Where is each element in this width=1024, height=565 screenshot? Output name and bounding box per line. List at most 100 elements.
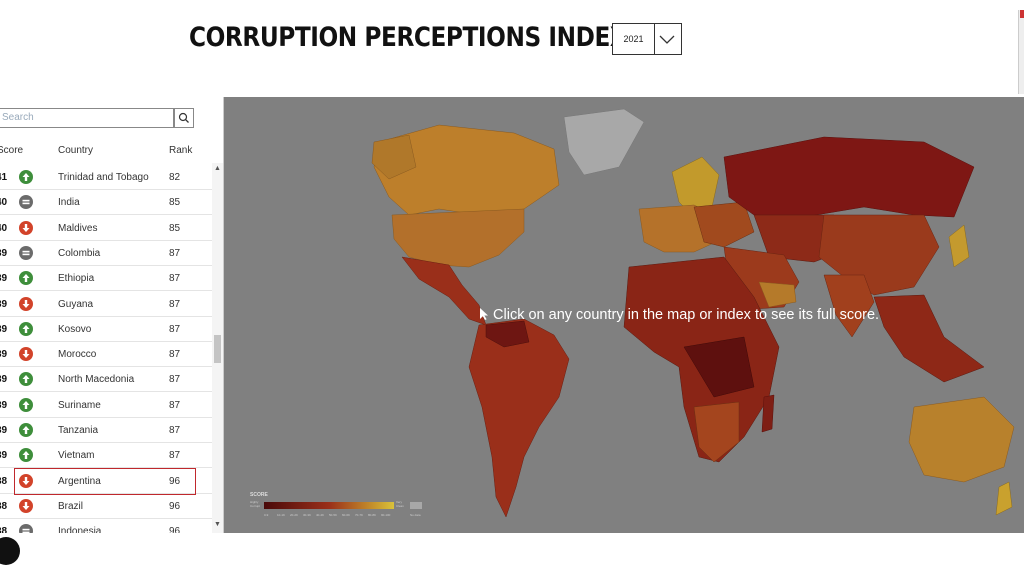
column-header-country[interactable]: Country	[58, 145, 94, 156]
row-rank: 87	[169, 323, 181, 335]
legend-tick: 90-100	[381, 513, 391, 517]
scrollbar-thumb[interactable]	[214, 335, 221, 363]
search-button[interactable]	[174, 108, 194, 128]
table-row[interactable]: 40 India 85	[0, 190, 212, 216]
row-country: Morocco	[58, 349, 97, 361]
row-rank: 85	[169, 222, 181, 234]
trend-down-icon	[19, 296, 33, 311]
column-header-score[interactable]: Score	[0, 145, 24, 156]
table-row[interactable]: 39 Vietnam 87	[0, 443, 212, 469]
table-row[interactable]: 40 Maldives 85	[0, 216, 212, 241]
world-map[interactable]: Click on any country in the map or index…	[224, 97, 1024, 533]
legend-tick: 20-29	[290, 513, 298, 517]
map-region-russia	[723, 136, 975, 218]
page-title: CORRUPTION PERCEPTIONS INDEX	[189, 22, 628, 53]
trend-up-icon	[19, 372, 33, 387]
trend-down-icon	[19, 498, 33, 513]
search-input[interactable]: Search	[0, 108, 174, 128]
table-row[interactable]: 39 Guyana 87	[0, 292, 212, 317]
map-region-venezuela	[485, 320, 530, 348]
row-country: Brazil	[58, 500, 84, 512]
row-score: 38	[0, 500, 8, 512]
map-region-eastern-europe	[693, 201, 755, 248]
row-rank: 87	[169, 349, 181, 361]
row-country: Vietnam	[58, 450, 95, 462]
row-country: Ethiopia	[58, 273, 95, 285]
table-row[interactable]: 39 Ethiopia 87	[0, 266, 212, 292]
row-rank: 87	[169, 298, 181, 310]
map-instruction: Click on any country in the map or index…	[479, 307, 879, 323]
table-row[interactable]: 39 Suriname 87	[0, 393, 212, 418]
row-country: India	[58, 197, 80, 209]
legend-tick: 40-49	[316, 513, 324, 517]
row-country: Kosovo	[58, 323, 92, 335]
table-row[interactable]: 39 Colombia 87	[0, 241, 212, 266]
row-score: 40	[0, 197, 8, 209]
column-header-rank[interactable]: Rank	[169, 145, 193, 156]
row-country: Indonesia	[58, 526, 102, 533]
trend-up-icon	[19, 170, 33, 184]
legend-left-label: Highly Corrupt	[250, 500, 261, 508]
map-region-mexico	[401, 256, 487, 326]
legend-right-label: Very Clean	[396, 500, 404, 508]
row-rank: 96	[169, 475, 181, 487]
row-score: 39	[0, 374, 8, 386]
page-bottom-strip	[0, 533, 1024, 545]
map-instruction-text: Click on any country in the map or index…	[493, 307, 880, 323]
trend-down-icon	[19, 473, 33, 488]
legend-tick: 60-69	[342, 513, 350, 517]
map-region-central-africa	[683, 336, 755, 398]
row-country: Suriname	[58, 399, 101, 411]
row-country: North Macedonia	[58, 374, 135, 386]
row-country: Trinidad and Tobago	[58, 172, 149, 183]
world-map-graphic[interactable]	[224, 97, 1024, 533]
year-dropdown[interactable]: 2021	[612, 23, 682, 55]
table-row[interactable]: 39 Kosovo 87	[0, 317, 212, 342]
row-score: 39	[0, 399, 8, 411]
row-rank: 87	[169, 399, 181, 411]
map-region-south-america	[468, 318, 570, 518]
selected-row-highlight	[14, 468, 196, 495]
row-score: 40	[0, 222, 8, 234]
row-score: 38	[0, 475, 8, 487]
year-dropdown-value: 2021	[613, 24, 655, 54]
chevron-down-icon[interactable]	[659, 33, 675, 45]
row-country: Argentina	[58, 475, 101, 487]
map-region-alaska	[371, 134, 417, 180]
legend-tick: 70-79	[355, 513, 363, 517]
map-region-usa	[391, 208, 525, 268]
trend-up-icon	[19, 423, 33, 437]
table-row[interactable]: 41 Trinidad and Tobago 82	[0, 165, 212, 190]
scroll-up-icon[interactable]: ▲	[214, 165, 221, 172]
row-score: 39	[0, 298, 8, 310]
table-row[interactable]: 39 Morocco 87	[0, 342, 212, 368]
list-scrollbar[interactable]: ▲ ▼	[212, 163, 223, 533]
trend-up-icon	[19, 271, 33, 286]
legend-tick: 0-9	[264, 513, 269, 517]
row-score: 39	[0, 425, 8, 436]
legend-title: SCORE	[250, 492, 268, 498]
map-region-india	[823, 274, 875, 338]
legend-gradient	[264, 502, 422, 509]
trend-up-icon	[19, 397, 33, 412]
trend-down-icon	[19, 220, 33, 235]
map-region-madagascar	[761, 394, 775, 433]
table-row[interactable]: 38 Indonesia 96	[0, 519, 212, 533]
page-edge-scrollbar[interactable]	[1018, 10, 1024, 94]
cursor-icon	[480, 308, 488, 320]
table-row[interactable]: 39 Tanzania 87	[0, 418, 212, 443]
trend-up-icon	[19, 321, 33, 336]
row-rank: 87	[169, 450, 181, 462]
legend-nodata-label: No data	[410, 513, 421, 517]
scroll-down-icon[interactable]: ▼	[214, 521, 221, 528]
row-country: Colombia	[58, 247, 101, 259]
legend-tick: 80-89	[368, 513, 376, 517]
site-header: CORRUPTION PERCEPTIONS INDEX 2021	[0, 0, 1024, 97]
row-rank: 87	[169, 273, 181, 285]
table-row[interactable]: 38 Brazil 96	[0, 494, 212, 519]
table-row[interactable]: 39 North Macedonia 87	[0, 367, 212, 393]
row-rank: 96	[169, 500, 181, 512]
table-row[interactable]: 38 Argentina 96	[0, 469, 212, 494]
score-legend: SCORE Highly Corrupt Very Clean No data …	[250, 492, 430, 525]
country-index-panel: Search Score Country Rank 41 Trinidad and…	[0, 97, 224, 533]
